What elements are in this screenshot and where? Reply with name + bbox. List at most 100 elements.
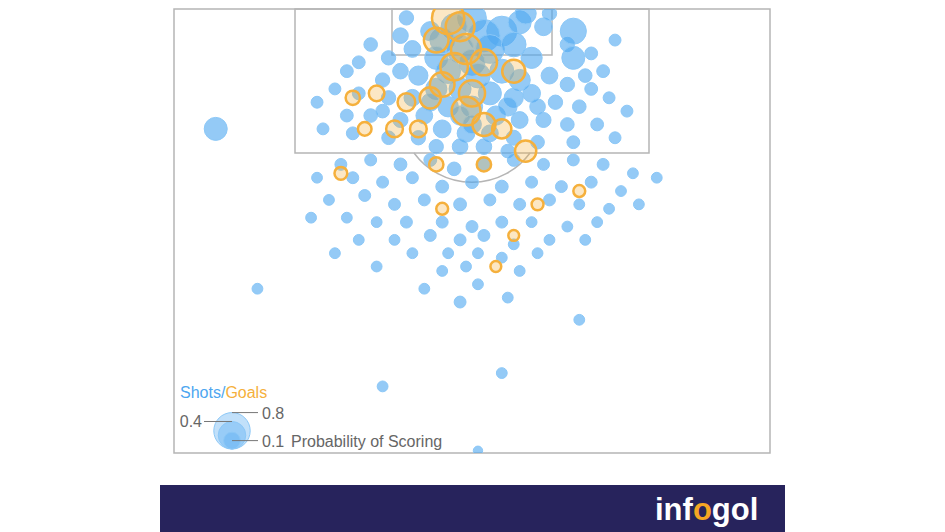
shot — [359, 190, 371, 202]
shot — [466, 221, 478, 233]
shot — [496, 368, 507, 379]
size-legend-circle — [214, 413, 250, 449]
shot — [454, 296, 466, 308]
shot — [532, 248, 543, 259]
legend-title: Shots/Goals — [180, 384, 267, 401]
shot — [628, 168, 639, 179]
shot — [484, 194, 496, 206]
goal — [515, 140, 536, 161]
shot — [311, 96, 323, 108]
shot — [377, 381, 388, 392]
shot — [514, 266, 525, 277]
shot — [306, 212, 317, 223]
marks — [204, 9, 662, 453]
shot — [389, 198, 401, 210]
shot — [585, 47, 598, 60]
goal — [492, 119, 511, 138]
goal — [471, 49, 497, 75]
shot — [399, 11, 413, 25]
shot — [381, 51, 395, 65]
shot — [447, 162, 461, 176]
shot — [496, 216, 508, 228]
legend-entry: Shots — [180, 384, 221, 401]
shot — [437, 266, 448, 277]
shot — [330, 248, 341, 259]
shot — [466, 176, 479, 189]
shot — [389, 234, 400, 245]
shot — [502, 292, 513, 303]
shot — [555, 181, 567, 193]
shot — [548, 95, 562, 109]
shot — [476, 139, 492, 155]
shot — [364, 38, 378, 52]
shot — [352, 56, 365, 69]
shot — [544, 234, 555, 245]
shot — [538, 158, 550, 170]
shot — [404, 41, 421, 58]
shot — [436, 216, 448, 228]
shot — [473, 279, 484, 290]
shot — [400, 216, 412, 228]
size-legend-leader — [204, 421, 232, 422]
shot — [514, 198, 526, 210]
shot — [312, 172, 323, 183]
shot — [603, 92, 615, 104]
shot — [621, 105, 633, 117]
goal — [490, 261, 501, 272]
shot — [424, 229, 436, 241]
shot — [473, 248, 484, 259]
shot — [454, 234, 466, 246]
shot — [574, 314, 585, 325]
series-0 — [204, 9, 662, 453]
shot — [407, 248, 418, 259]
background — [0, 0, 945, 532]
shot — [633, 199, 644, 210]
goal — [502, 60, 525, 83]
shot — [574, 199, 585, 210]
shot — [597, 65, 610, 78]
shot — [371, 217, 382, 228]
shot — [591, 118, 604, 131]
shot — [526, 217, 537, 228]
shot — [495, 180, 508, 193]
goal — [424, 28, 449, 53]
shot — [592, 217, 603, 228]
shot — [436, 180, 449, 193]
shot — [560, 77, 574, 91]
series-1 — [334, 9, 585, 272]
shot — [473, 446, 482, 453]
goal — [436, 203, 448, 215]
shot — [409, 66, 428, 85]
size-legend-leader — [232, 440, 258, 441]
shot — [341, 212, 352, 223]
shot — [393, 28, 409, 44]
shot — [419, 283, 430, 294]
pitch-frame — [174, 9, 770, 453]
shot — [443, 248, 454, 259]
shot — [498, 97, 517, 116]
shot — [604, 203, 615, 214]
shot — [562, 221, 573, 232]
shot — [340, 65, 353, 78]
shot — [560, 18, 586, 44]
size-legend-title: Probability of Scoring — [291, 433, 442, 450]
shot — [561, 118, 575, 132]
shot — [454, 198, 467, 211]
shot — [609, 132, 621, 144]
shot — [252, 283, 263, 294]
goal — [420, 87, 441, 108]
goal — [369, 86, 385, 102]
goal — [346, 91, 360, 105]
shot — [585, 176, 597, 188]
shot — [429, 139, 443, 153]
shot — [567, 136, 580, 149]
logo-part: inf — [655, 492, 694, 527]
shot — [572, 100, 586, 114]
shot — [580, 234, 591, 245]
shot — [324, 195, 335, 206]
shot — [353, 234, 364, 245]
shot — [433, 120, 451, 138]
goal — [398, 93, 416, 111]
shot — [597, 158, 609, 170]
shot — [461, 261, 472, 272]
